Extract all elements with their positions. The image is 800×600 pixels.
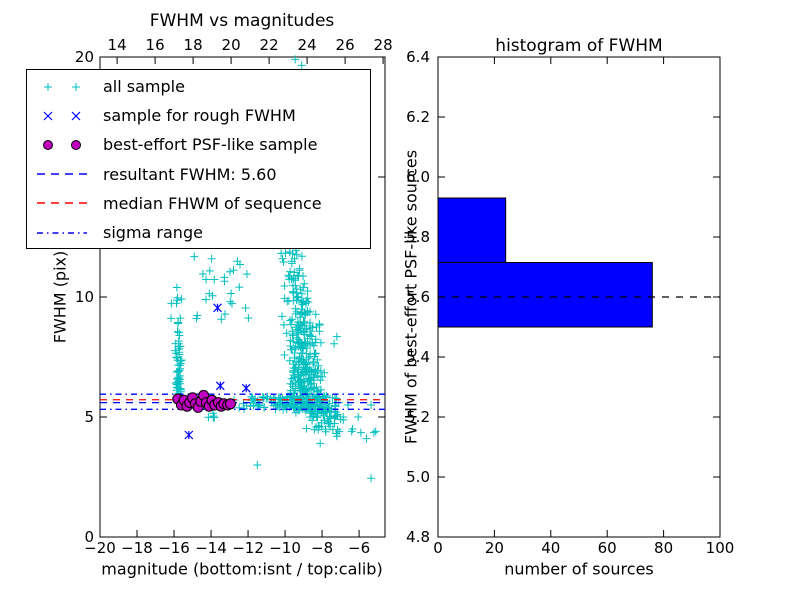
legend-item: sigma range xyxy=(27,218,370,247)
legend-item-label: all sample xyxy=(103,77,185,97)
legend-item: median FHWM of sequence xyxy=(27,189,370,218)
legend-item: resultant FWHM: 5.60 xyxy=(27,160,370,189)
resultant-fwhm-line-icon xyxy=(35,166,93,182)
legend-item: all sample xyxy=(27,72,370,101)
legend-item: sample for rough FWHM xyxy=(27,101,370,130)
legend-item-label: sigma range xyxy=(103,223,203,243)
legend-item-label: resultant FWHM: 5.60 xyxy=(103,164,277,184)
legend-item-label: best-effort PSF-like sample xyxy=(103,135,318,155)
rough-fwhm-marker-icon xyxy=(35,108,93,124)
legend-item: best-effort PSF-like sample xyxy=(27,130,370,159)
legend-box: all sample sample for rough FWHM best-ef… xyxy=(26,69,371,249)
legend-item-label: sample for rough FWHM xyxy=(103,106,296,126)
sigma-range-line-icon xyxy=(35,225,93,241)
median-fwhm-line-icon xyxy=(35,195,93,211)
all-sample-marker-icon xyxy=(35,79,93,95)
psf-sample-marker-icon xyxy=(35,137,93,153)
legend-item-label: median FHWM of sequence xyxy=(103,193,322,213)
